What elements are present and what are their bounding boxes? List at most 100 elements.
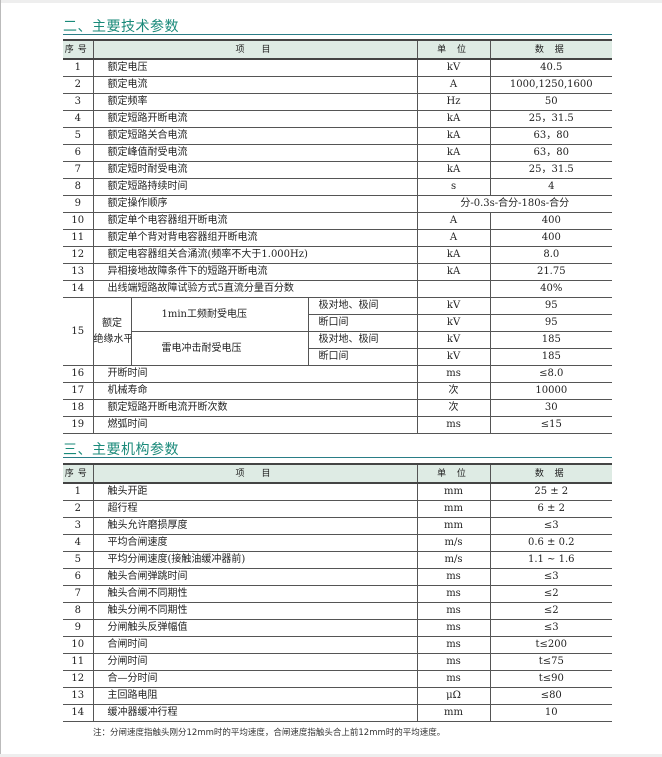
row-unit: kV — [417, 314, 491, 332]
row-unit: kV — [417, 348, 491, 366]
row-value: ≤80 — [490, 687, 612, 705]
row-unit: A — [417, 212, 491, 230]
row-number: 2 — [63, 500, 94, 518]
row-number: 18 — [63, 399, 94, 417]
insulation-label-line1: 额定 — [102, 317, 122, 329]
row-unit: A — [417, 229, 491, 247]
table-row: 1 额定电压 kV 40.5 — [63, 59, 613, 77]
table-row: 1 触头开距 mm 25 ± 2 — [63, 483, 612, 501]
row-value: 1000,1250,1600 — [490, 76, 613, 94]
row-number: 3 — [63, 517, 94, 535]
table-row: 9 额定操作顺序 分-0.3s-合分-180s-合分 — [63, 195, 613, 213]
header-no: 序号 — [63, 463, 94, 484]
row-value: 25 ± 2 — [490, 483, 612, 501]
row-item: 触头分闸不同期性 — [93, 602, 418, 620]
table-row: 11 额定单个背对背电容器组开断电流 A 400 — [63, 229, 613, 247]
withstand-voltage-type: 雷电冲击耐受电压 — [131, 331, 309, 366]
table-row: 13 异相接地故障条件下的短路开断电流 kA 21.75 — [63, 263, 613, 281]
row-number: 15 — [63, 297, 94, 366]
row-unit: mm — [417, 704, 491, 722]
row-unit: 次 — [417, 382, 491, 400]
table-row: 6 触头合闸弹跳时间 ms ≤3 — [63, 568, 612, 586]
row-item: 额定短时耐受电流 — [93, 161, 418, 179]
table-row: 5 平均分闸速度(接触油缓冲器前) m/s 1.1 ~ 1.6 — [63, 551, 612, 569]
header-item: 项 目 — [93, 39, 418, 60]
page-left-border — [0, 0, 1, 757]
footnote: 注：分闸速度指触头刚分12mm时的平均速度，合闸速度指触头合上前12mm时的平均… — [93, 728, 446, 738]
table-row: 6 额定峰值耐受电流 kA 63，80 — [63, 144, 613, 162]
row-unit: kA — [417, 127, 491, 145]
header-value: 数 据 — [490, 39, 613, 60]
row-number: 7 — [63, 585, 94, 603]
table-row: 18 额定短路开断电流开断次数次 30 — [63, 399, 613, 417]
row-value: 95 — [490, 297, 613, 315]
table-row: 2 额定电流 A 1000,1250,1600 — [63, 76, 613, 94]
row-value: 185 — [490, 348, 613, 366]
row-item: 额定电容器组关合涌流(频率不大于1.000Hz) — [93, 246, 418, 264]
header-item: 项 目 — [93, 463, 418, 484]
row-value: 10 — [490, 704, 612, 722]
row-item: 额定频率 — [93, 93, 418, 111]
row-item: 触头开距 — [93, 483, 418, 501]
row-item: 平均分闸速度(接触油缓冲器前) — [93, 551, 418, 569]
row-unit: kA — [417, 263, 491, 281]
section-title-technical: 二、主要技术参数 — [63, 19, 179, 35]
row-item: 分闸时间 — [93, 653, 418, 671]
row-value: t≤90 — [490, 670, 612, 688]
section-rule — [63, 457, 612, 458]
row-unit: kA — [417, 144, 491, 162]
row-number: 6 — [63, 144, 94, 162]
row-number: 13 — [63, 687, 94, 705]
row-value: ≤3 — [490, 517, 612, 535]
row-unit: ms — [417, 585, 491, 603]
header-value: 数 据 — [490, 463, 612, 484]
row-number: 7 — [63, 161, 94, 179]
table-row: 2 超行程 mm 6 ± 2 — [63, 500, 612, 518]
row-unit: ms — [417, 602, 491, 620]
row-value: t≤75 — [490, 653, 612, 671]
row-item: 触头允许磨损厚度 — [93, 517, 418, 535]
row-value: ≤2 — [490, 602, 612, 620]
row-unit: ms — [417, 653, 491, 671]
row-number: 12 — [63, 670, 94, 688]
row-value: 10000 — [490, 382, 613, 400]
row-value: 25，31.5 — [490, 161, 613, 179]
table-row: 7 额定短时耐受电流 kA 25，31.5 — [63, 161, 613, 179]
row-item: 缓冲器缓冲行程 — [93, 704, 418, 722]
row-number: 3 — [63, 93, 94, 111]
row-number: 14 — [63, 280, 94, 298]
row-value: 50 — [490, 93, 613, 111]
row-unit: kA — [417, 161, 491, 179]
table-row: 13 主回路电阻 μΩ ≤80 — [63, 687, 612, 705]
row-value: 1.1 ~ 1.6 — [490, 551, 612, 569]
table-row: 17 机械寿命次 10000 — [63, 382, 613, 400]
row-value: 185 — [490, 331, 613, 349]
row-item: 异相接地故障条件下的短路开断电流 — [93, 263, 418, 281]
row-value: 21.75 — [490, 263, 613, 281]
row-value: 63，80 — [490, 144, 613, 162]
withstand-position: 极对地、极间 — [308, 331, 418, 349]
row-item: 额定单个背对背电容器组开断电流 — [93, 229, 418, 247]
row-value: 30 — [490, 399, 613, 417]
table-row: 10 合闸时间 ms t≤200 — [63, 636, 612, 654]
withstand-position: 断口间 — [308, 314, 418, 332]
row-number: 10 — [63, 212, 94, 230]
withstand-voltage-type: 1min工频耐受电压 — [131, 297, 309, 332]
table-header-row: 序号 项 目 单 位 数 据 — [63, 39, 613, 60]
row-number: 8 — [63, 602, 94, 620]
row-number: 11 — [63, 229, 94, 247]
table-row: 14 缓冲器缓冲行程 mm 10 — [63, 704, 612, 722]
table-row: 5 额定短路关合电流 kA 63，80 — [63, 127, 613, 145]
table-row: 3 额定频率 Hz 50 — [63, 93, 613, 111]
row-item: 额定单个电容器组开断电流 — [93, 212, 418, 230]
section-rule — [63, 34, 612, 35]
withstand-position: 断口间 — [308, 348, 418, 366]
row-value: 95 — [490, 314, 613, 332]
row-number: 9 — [63, 619, 94, 637]
row-unit: ms — [417, 636, 491, 654]
row-value: ≤8.0 — [490, 365, 613, 383]
row-value: 40.5 — [490, 59, 613, 77]
row-unit: ms — [417, 416, 491, 434]
row-unit: m/s — [417, 534, 491, 552]
row-item: 额定短路持续时间 — [93, 178, 418, 196]
